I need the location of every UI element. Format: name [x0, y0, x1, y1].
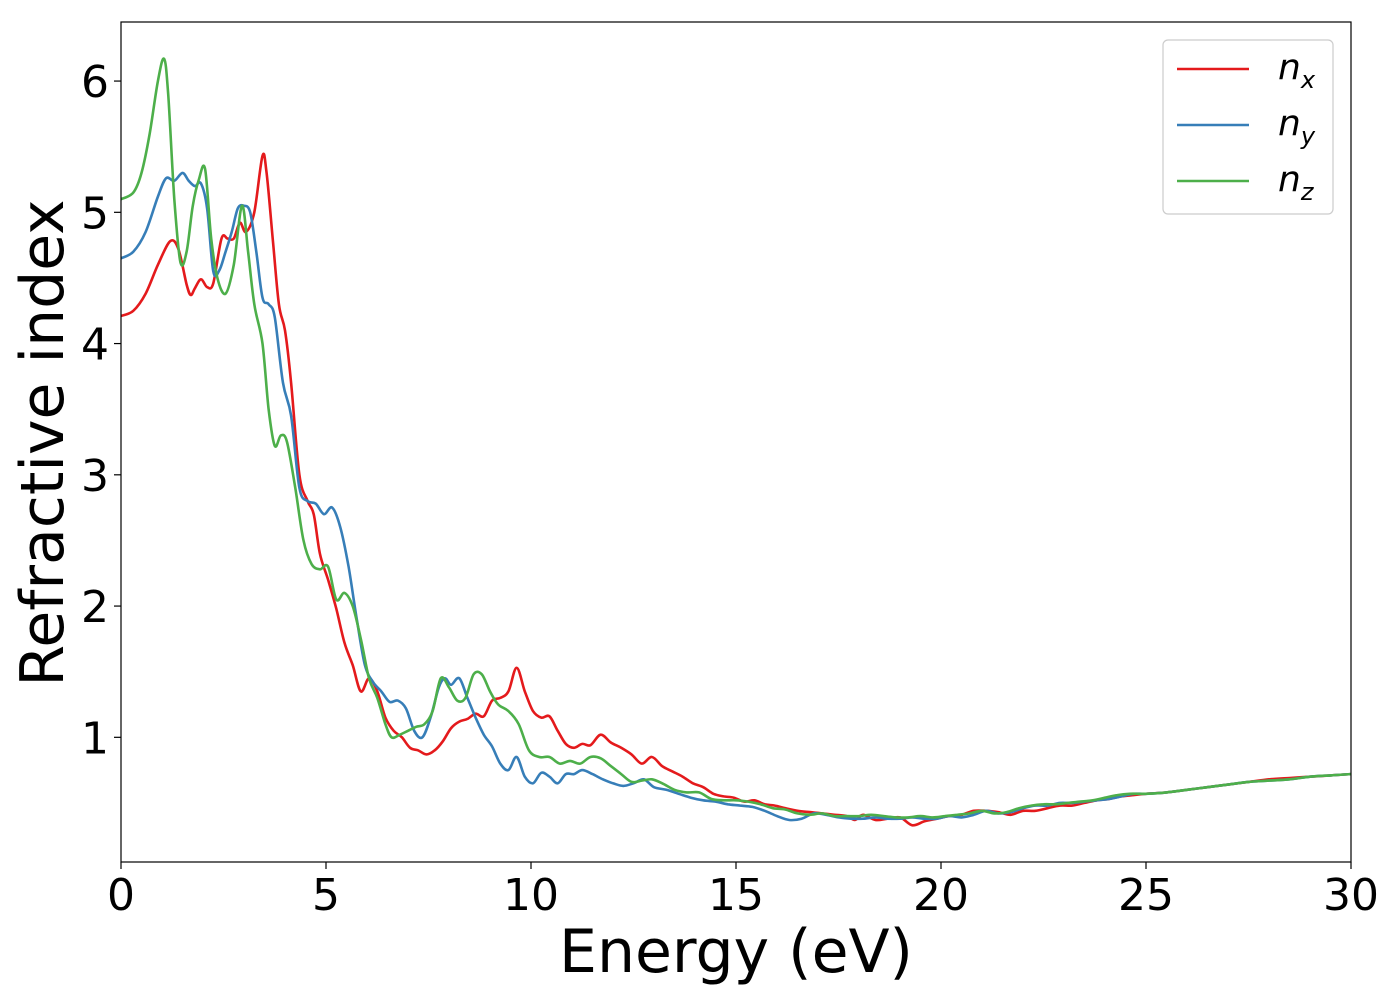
legend-label-nx: nx — [1278, 47, 1316, 94]
series-line-nx — [121, 152, 1351, 827]
y-tick-label: 4 — [81, 320, 109, 371]
y-axis-label: Refractive index — [8, 199, 78, 686]
x-tick-label: 30 — [1323, 870, 1379, 921]
legend-label-nz: nz — [1278, 159, 1315, 206]
legend: nx ny nz — [1162, 39, 1334, 215]
x-tick-label: 5 — [312, 870, 340, 921]
x-tick-label: 25 — [1118, 870, 1174, 921]
series-layer — [121, 57, 1351, 827]
x-tick-label: 15 — [708, 870, 764, 921]
y-tick-label: 3 — [81, 451, 109, 502]
legend-label-ny: ny — [1278, 103, 1316, 150]
y-tick-label: 1 — [81, 713, 109, 764]
legend-box — [1162, 39, 1334, 215]
ticks-layer: 0 5 10 15 20 25 30 1 2 3 4 5 6 — [81, 57, 1379, 921]
y-tick-label: 5 — [81, 188, 109, 239]
y-tick-label: 2 — [81, 582, 109, 633]
x-tick-label: 10 — [503, 870, 559, 921]
x-tick-label: 0 — [107, 870, 135, 921]
y-tick-label: 6 — [81, 57, 109, 108]
series-line-nz — [121, 57, 1351, 819]
x-axis-label: Energy (eV) — [559, 917, 913, 987]
x-tick-label: 20 — [913, 870, 969, 921]
